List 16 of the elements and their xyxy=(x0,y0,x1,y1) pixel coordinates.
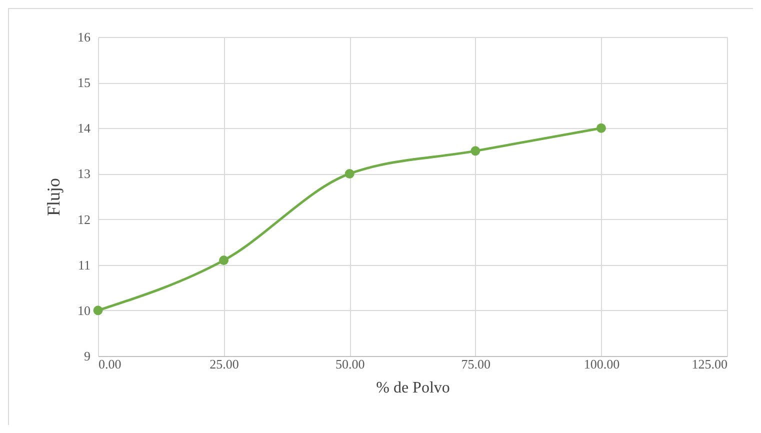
x-tick-label: 0.00 xyxy=(98,356,122,372)
x-tick-label: 50.00 xyxy=(335,356,365,372)
y-tick-label: 14 xyxy=(78,120,91,136)
x-tick-label: 100.00 xyxy=(584,356,620,372)
x-tick-label: 25.00 xyxy=(210,356,239,372)
y-tick-label: 12 xyxy=(78,212,90,227)
x-axis-title: % de Polvo xyxy=(376,380,450,396)
y-tick-label: 10 xyxy=(78,302,90,318)
y-tick-label: 11 xyxy=(78,257,90,272)
y-tick-label: 16 xyxy=(78,30,91,44)
y-tick-label: 15 xyxy=(78,75,90,90)
y-tick-label: 13 xyxy=(78,166,90,182)
y-tick-label: 9 xyxy=(84,348,90,364)
y-axis-title: Flujo xyxy=(44,178,64,216)
x-tick-label: 125.00 xyxy=(692,356,728,372)
x-tick-label: 75.00 xyxy=(461,356,491,372)
